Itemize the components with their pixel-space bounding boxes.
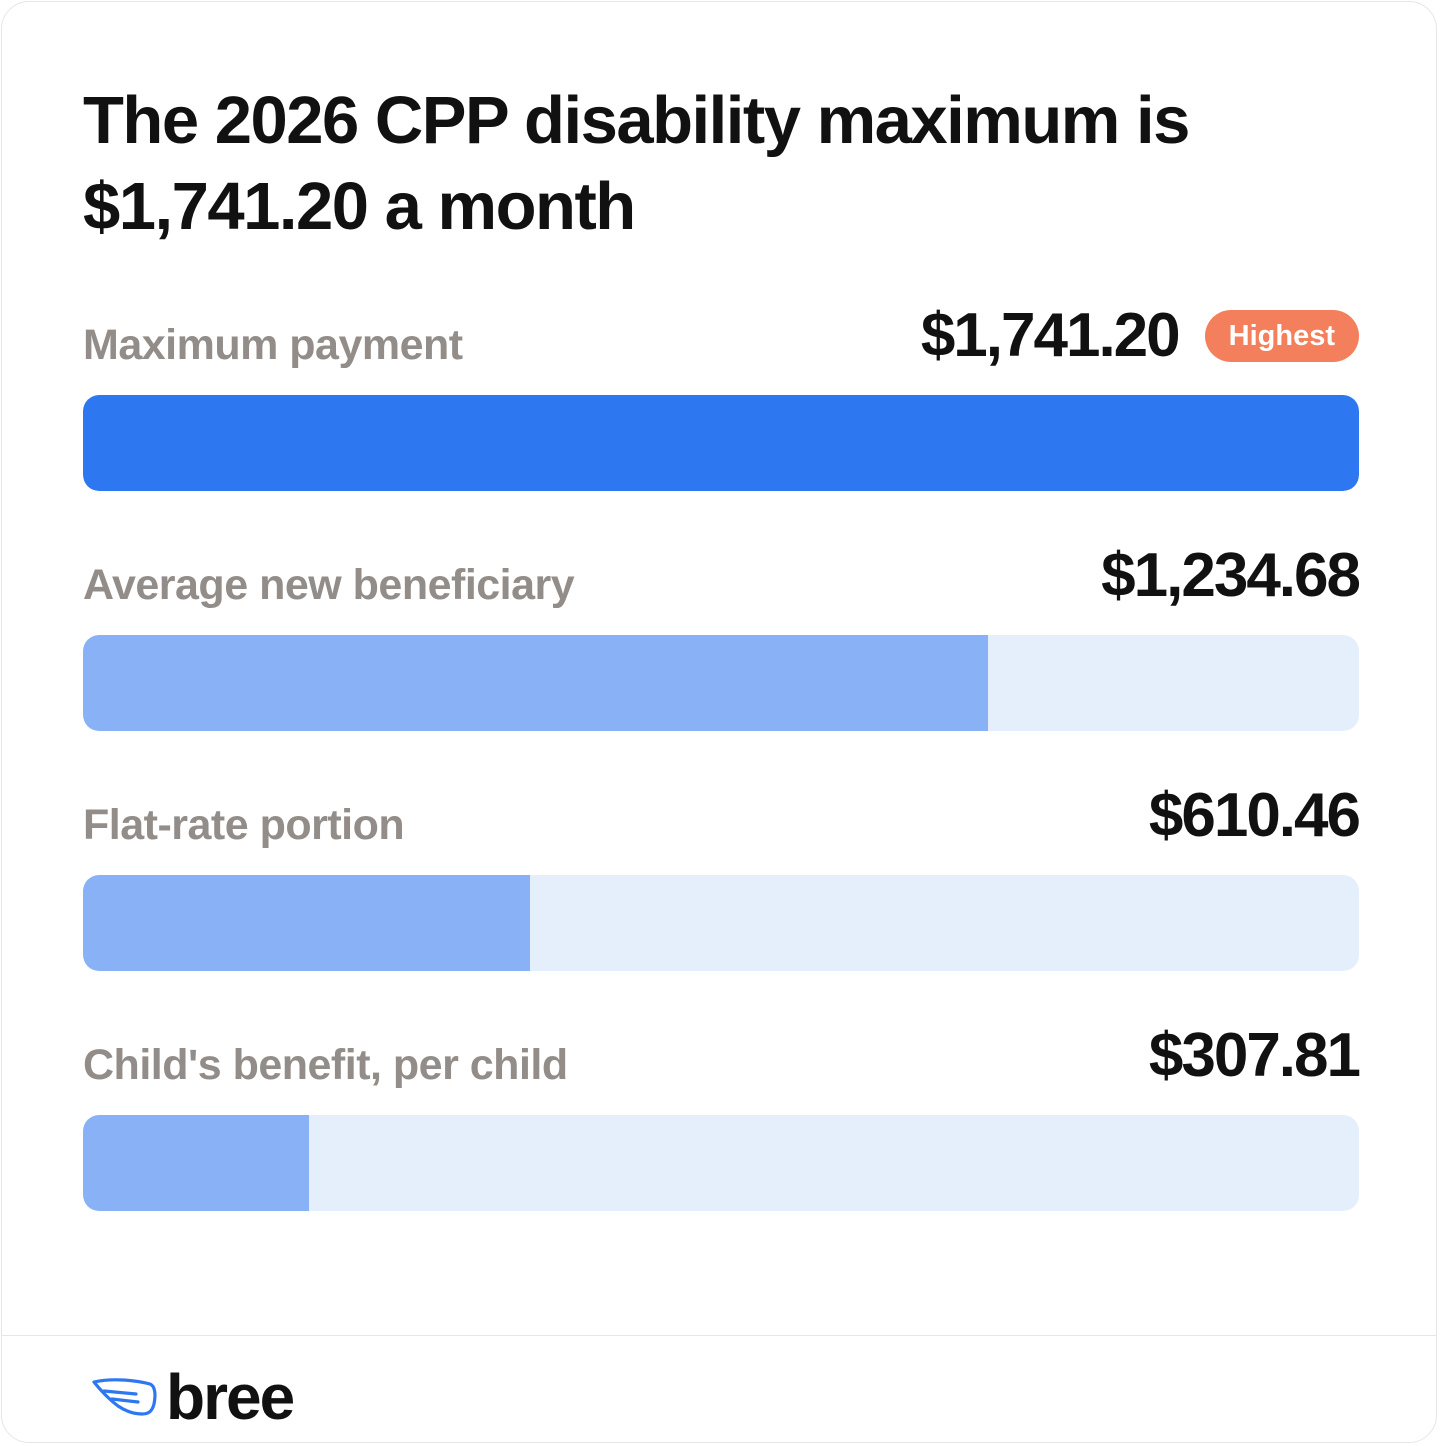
value-group: $307.81 (1148, 1021, 1361, 1091)
value-label: $307.81 (1148, 1021, 1361, 1090)
bar-row-header: Flat-rate portion $610.46 (83, 771, 1361, 851)
bar-row-header: Average new beneficiary $1,234.68 (83, 531, 1361, 611)
highest-badge: Highest (1204, 310, 1359, 362)
category-label: Child's benefit, per child (83, 1041, 568, 1089)
bree-logo: bree (90, 1357, 295, 1437)
footer-divider (2, 1335, 1436, 1336)
bar-track (83, 635, 1359, 731)
value-group: $1,234.68 (1101, 541, 1361, 611)
category-label: Average new beneficiary (83, 561, 575, 609)
logo-wordmark: bree (166, 1361, 295, 1433)
wing-icon (90, 1374, 158, 1421)
bar (83, 1115, 309, 1211)
bar (83, 395, 1359, 491)
bar (83, 875, 531, 971)
value-group: $1,741.20 Highest (921, 301, 1359, 371)
bar (83, 635, 988, 731)
bar-row-header: Maximum payment $1,741.20 Highest (83, 291, 1359, 371)
bar-track (83, 875, 1359, 971)
bar-track (83, 1115, 1359, 1211)
category-label: Maximum payment (83, 321, 463, 369)
bar-track (83, 395, 1359, 491)
bar-row-header: Child's benefit, per child $307.81 (83, 1011, 1361, 1091)
value-label: $1,741.20 (920, 301, 1181, 370)
value-label: $610.46 (1148, 781, 1361, 850)
category-label: Flat-rate portion (83, 801, 405, 849)
chart-title: The 2026 CPP disability maximum is $1,74… (83, 83, 1190, 244)
value-group: $610.46 (1148, 781, 1361, 851)
value-label: $1,234.68 (1101, 541, 1361, 610)
